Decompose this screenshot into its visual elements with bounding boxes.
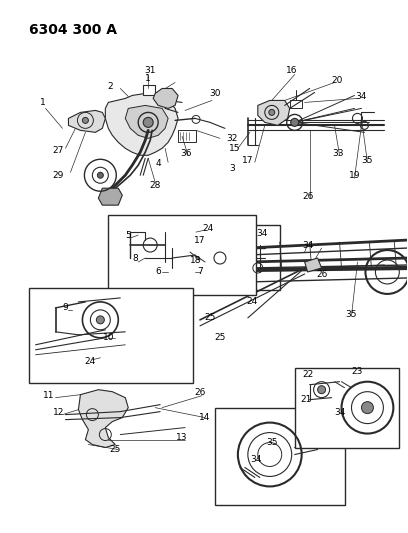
Text: 2: 2 <box>107 82 113 91</box>
Text: 10: 10 <box>102 333 114 342</box>
Text: 16: 16 <box>286 66 297 75</box>
Text: 1: 1 <box>40 98 45 107</box>
Text: 36: 36 <box>180 149 192 158</box>
Text: 18: 18 <box>190 255 202 264</box>
Polygon shape <box>78 390 128 448</box>
Bar <box>295 368 399 448</box>
Text: 26: 26 <box>316 270 327 279</box>
Text: 24: 24 <box>202 224 214 232</box>
Text: 26: 26 <box>302 192 313 201</box>
Text: 6304 300 A: 6304 300 A <box>29 22 117 37</box>
Text: 25: 25 <box>110 445 121 454</box>
Text: 19: 19 <box>349 171 360 180</box>
Text: 34: 34 <box>250 455 262 464</box>
Text: 20: 20 <box>332 76 343 85</box>
Text: 35: 35 <box>346 310 357 319</box>
Text: 34: 34 <box>356 92 367 101</box>
Bar <box>215 408 344 505</box>
Text: 32: 32 <box>226 134 237 143</box>
Text: 25: 25 <box>204 313 216 322</box>
Text: 4: 4 <box>155 159 161 168</box>
Circle shape <box>317 386 326 394</box>
Circle shape <box>143 117 153 127</box>
Text: 30: 30 <box>209 89 221 98</box>
Text: 8: 8 <box>132 254 138 263</box>
Text: 25: 25 <box>214 333 226 342</box>
Polygon shape <box>69 110 105 132</box>
Bar <box>178 131 196 142</box>
Circle shape <box>361 402 373 414</box>
Text: 7: 7 <box>197 268 203 277</box>
Text: 34: 34 <box>302 240 313 249</box>
Polygon shape <box>98 188 122 205</box>
Text: 6: 6 <box>155 268 161 277</box>
Text: 27: 27 <box>53 146 64 155</box>
Text: 26: 26 <box>194 388 206 397</box>
Circle shape <box>96 316 104 324</box>
Circle shape <box>269 109 275 116</box>
Bar <box>195 225 280 290</box>
Bar <box>290 100 302 108</box>
Text: 35: 35 <box>361 156 373 165</box>
Text: 28: 28 <box>149 181 161 190</box>
Text: 22: 22 <box>302 370 313 379</box>
Text: 5: 5 <box>125 231 131 239</box>
Text: 24: 24 <box>85 357 96 366</box>
Polygon shape <box>105 93 178 155</box>
Bar <box>29 288 193 383</box>
Polygon shape <box>153 88 178 108</box>
Text: 17: 17 <box>242 156 254 165</box>
Text: 17: 17 <box>194 236 206 245</box>
Text: 14: 14 <box>200 413 211 422</box>
Bar <box>143 85 155 95</box>
Text: 34: 34 <box>256 229 268 238</box>
Text: 3: 3 <box>229 164 235 173</box>
Text: 11: 11 <box>43 391 54 400</box>
Polygon shape <box>125 106 168 139</box>
Polygon shape <box>258 100 290 125</box>
Text: 1: 1 <box>145 74 151 83</box>
Text: 12: 12 <box>53 408 64 417</box>
Text: 24: 24 <box>246 297 257 306</box>
Text: 21: 21 <box>300 395 311 404</box>
Text: 29: 29 <box>53 171 64 180</box>
Text: 23: 23 <box>352 367 363 376</box>
Text: 15: 15 <box>229 144 241 153</box>
Circle shape <box>291 118 299 126</box>
Text: 33: 33 <box>332 149 343 158</box>
Bar <box>109 215 256 295</box>
Text: 34: 34 <box>334 408 345 417</box>
Polygon shape <box>305 258 322 272</box>
Circle shape <box>82 117 89 123</box>
Circle shape <box>98 172 103 178</box>
Text: 31: 31 <box>144 66 156 75</box>
Text: 35: 35 <box>266 438 277 447</box>
Text: 13: 13 <box>176 433 188 442</box>
Text: 9: 9 <box>62 303 69 312</box>
